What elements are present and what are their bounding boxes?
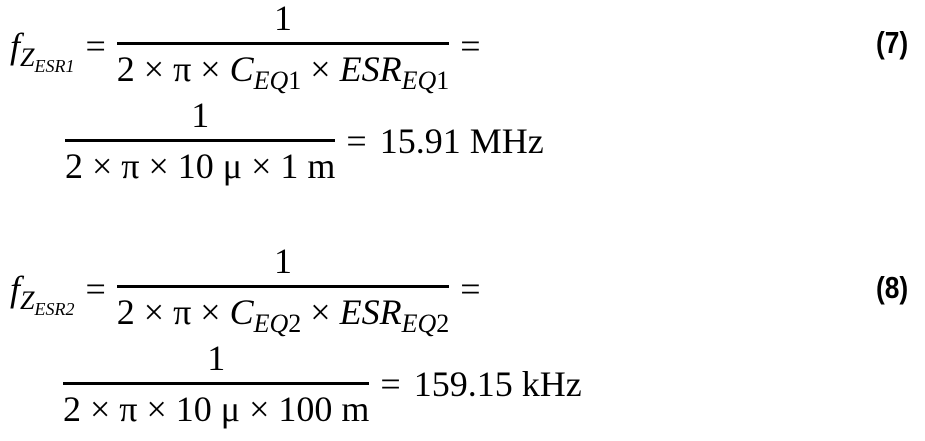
capacitance-variable: C [229,49,254,89]
equals-sign: = [85,268,106,309]
fraction-denominator: 2 × π × 10 μ × 100 m [63,389,370,429]
esr1-subsubscript: ESR1 [34,55,75,76]
fraction-numerator: 1 [116,0,450,45]
esr-subscript: EQ [401,309,437,338]
z-subscript: Z [20,42,35,72]
equation-number-8: (8) [876,270,909,305]
equation-8-step-2: 1 2 × π × 10 μ × 100 m = 159.15 kHz [63,338,582,429]
equals-sign: = [380,363,401,404]
result-value: 159.15 kHz [413,363,582,404]
esr-subscript-digit: 1 [436,66,450,95]
times-sign: × [301,292,340,332]
capacitance-subscript-digit: 2 [288,309,302,338]
capacitance-subscript: EQ [253,309,289,338]
equation-7-step-2: 1 2 × π × 10 μ × 1 m = 15.91 MHz [65,95,544,186]
capacitance-subscript: EQ [253,66,289,95]
frequency-symbol: f [10,268,21,309]
fraction-denominator: 2 × π × CEQ1 × ESREQ1 [116,45,450,95]
equation-8-lhs: fZESR2 [10,268,74,319]
fraction-numerator: 1 [65,95,336,142]
fraction-numerator: 1 [116,241,450,288]
esr-variable: ESR [339,49,402,89]
esr-subscript-digit: 2 [436,309,450,338]
equals-sign: = [460,268,481,309]
fraction: 1 2 × π × 10 μ × 100 m [63,338,370,429]
fraction: 1 2 × π × CEQ1 × ESREQ1 [116,0,450,95]
fraction: 1 2 × π × 10 μ × 1 m [65,95,336,186]
z-subscript: Z [20,285,35,315]
times-sign: × [301,49,340,89]
esr-subscript: EQ [401,66,437,95]
esr-variable: ESR [339,292,402,332]
equation-7-step-1: fZESR1 = 1 2 × π × CEQ1 × ESREQ1 = [10,0,492,95]
capacitance-variable: C [229,292,254,332]
fraction-denominator: 2 × π × CEQ2 × ESREQ2 [116,288,450,338]
denominator-prefix: 2 × π × [116,49,230,89]
fraction: 1 2 × π × CEQ2 × ESREQ2 [116,241,450,338]
fraction-numerator: 1 [63,338,370,385]
denominator-prefix: 2 × π × [116,292,230,332]
equation-8-step-1: fZESR2 = 1 2 × π × CEQ2 × ESREQ2 = [10,241,492,338]
equation-7-lhs: fZESR1 [10,25,74,76]
frequency-symbol: f [10,25,21,66]
capacitance-subscript-digit: 1 [288,66,302,95]
equals-sign: = [346,120,367,161]
equals-sign: = [85,25,106,66]
esr2-subsubscript: ESR2 [34,298,75,319]
equals-sign: = [460,25,481,66]
result-value: 15.91 MHz [379,120,544,161]
equation-number-7: (7) [876,25,909,60]
fraction-denominator: 2 × π × 10 μ × 1 m [65,146,336,186]
